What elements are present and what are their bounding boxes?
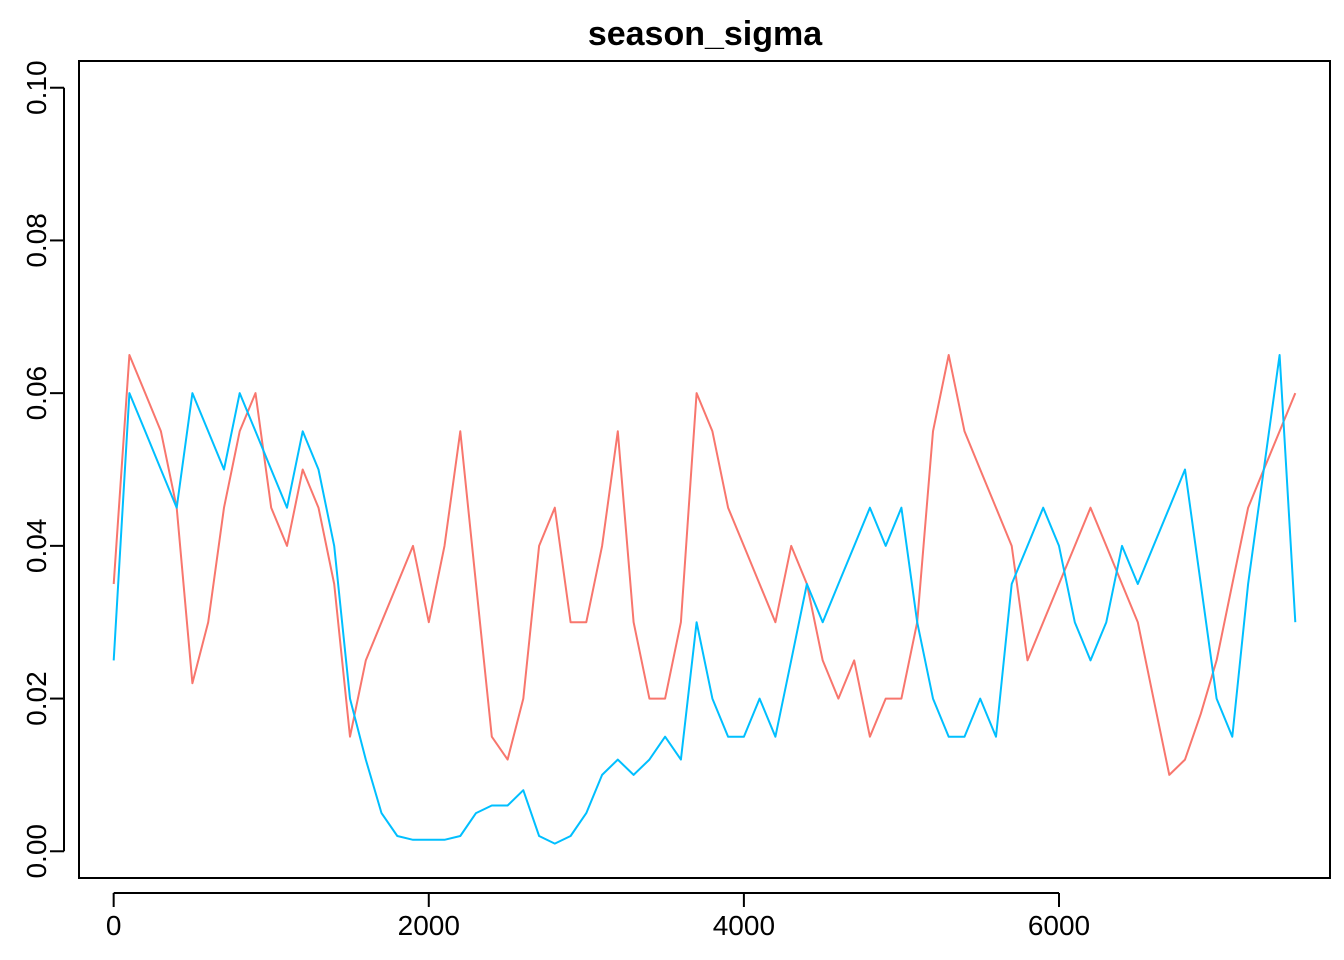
series-line-1 <box>112 354 1297 776</box>
series-layer <box>112 354 1297 845</box>
y-tick-label: 0.08 <box>21 213 52 267</box>
x-axis: 0 2000 4000 6000 <box>106 892 1090 941</box>
x-tick-label: 4000 <box>713 910 775 941</box>
y-tick-label: 0.02 <box>21 671 52 726</box>
x-tick-label: 6000 <box>1028 910 1090 941</box>
y-tick-label: 0.06 <box>21 366 52 421</box>
plot-frame <box>78 60 1331 879</box>
y-tick-label: 0.00 <box>21 824 52 879</box>
series-line-2 <box>112 354 1297 845</box>
y-axis: 0.00 0.02 0.04 0.06 0.08 0.10 <box>21 60 65 879</box>
x-tick-label: 2000 <box>398 910 460 941</box>
chart-title: season_sigma <box>588 15 823 53</box>
y-tick-label: 0.04 <box>21 519 52 574</box>
y-tick-label: 0.10 <box>21 60 52 115</box>
x-tick-label: 0 <box>106 910 122 941</box>
